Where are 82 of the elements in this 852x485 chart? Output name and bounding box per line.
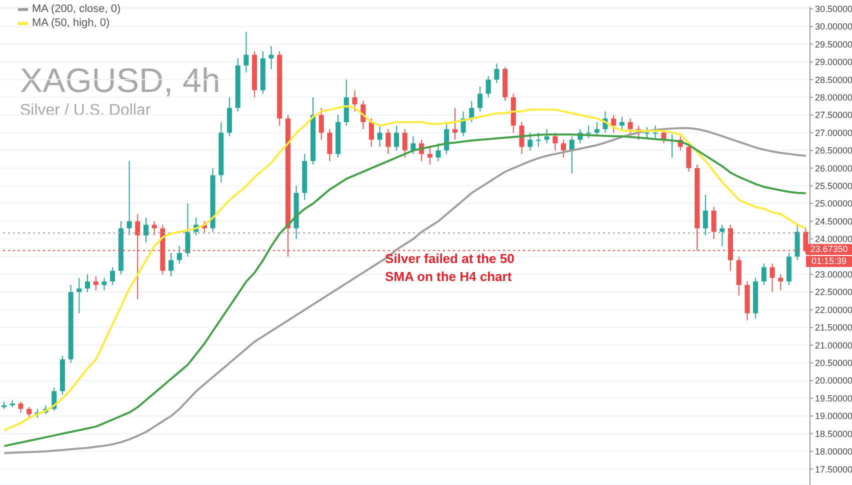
candlestick [644,126,650,139]
candlestick [377,125,382,148]
candlestick [560,139,566,158]
y-tick-label: 24.00000 [815,234,852,244]
text: 01:15:39 [806,256,852,268]
candlestick [110,266,116,286]
candlestick [76,277,82,314]
y-tick-label: 26.00000 [815,163,852,174]
candlestick [402,128,408,158]
y-tick-label: 22.50000 [815,287,852,298]
candlestick [85,274,90,293]
y-tick-label: 22.00000 [815,304,852,315]
candlestick [18,401,24,413]
y-tick-label: 21.50000 [815,322,852,333]
candlestick [594,122,600,137]
candlestick [152,220,157,236]
candlestick [327,128,332,162]
text: XAGUSD, 4h [20,62,220,100]
candlestick [611,114,616,134]
y-tick-label: 19.00000 [815,411,852,422]
y-tick-label: 23.00000 [815,270,852,280]
candlestick [318,107,324,140]
y-tick-label: 20.50000 [815,358,852,368]
y-tick-label: 29.50000 [815,39,852,50]
candlestick [486,76,491,98]
candlestick [761,263,766,286]
y-tick-label: 17.50000 [815,464,852,474]
y-tick-label: 30.50000 [815,4,852,14]
y-tick-label: 25.00000 [815,198,852,209]
candlestick [519,122,524,154]
candlestick [770,263,775,293]
candlestick [436,142,441,162]
candlestick [544,128,550,144]
candlestick [102,277,107,291]
y-tick-label: 20.00000 [815,376,852,386]
candlestick [477,86,482,112]
candlestick [452,107,458,140]
legend-label: MA (200, close, 0) [32,2,121,16]
candlestick [185,203,190,258]
candlestick [720,224,725,246]
candlestick [352,90,358,112]
y-tick-label: 28.50000 [815,74,852,85]
annotation: Silver failed at the 50 SMA on the H4 chart [385,250,516,286]
candlestick [702,194,708,236]
candlestick [386,128,391,154]
candlestick [444,122,450,154]
candlestick [528,132,533,151]
candlestick [552,132,558,151]
candlestick [93,276,98,291]
y-tick-label: 27.00000 [815,128,852,138]
candlestick [176,246,182,264]
y-tick-label: 19.50000 [815,393,852,404]
candlestick [652,125,658,139]
candlestick [711,206,716,240]
y-tick-label: 18.00000 [815,446,852,457]
candlestick [628,118,633,135]
y-tick-label: 24.50000 [815,216,852,226]
y-tick-label: 28.00000 [815,92,852,102]
candlestick [394,125,399,151]
candlestick [778,274,784,291]
candlestick [427,146,432,166]
legend-label: MA (50, high, 0) [32,16,110,30]
candlestick [143,217,148,243]
candlestick [244,31,249,74]
candlestick [268,45,274,70]
ref-line-label: 23.67350 [806,244,852,256]
y-tick-label: 18.50000 [815,428,852,439]
candlestick [26,406,32,418]
candlestick [168,252,174,277]
candlestick [586,125,592,139]
candlestick [469,100,474,123]
y-tick-label: 21.00000 [815,340,852,350]
candlestick [536,132,541,148]
candlestick [494,63,500,84]
y-tick-label: 26.50000 [815,146,852,156]
y-tick-label: 27.50000 [815,110,852,120]
candlestick [126,160,132,236]
y-tick-label: 25.50000 [815,181,852,191]
y-tick-label: 30.00000 [815,22,852,32]
y-tick-label: 29.00000 [815,57,852,68]
candlestick [619,116,624,130]
candlestick [368,118,374,148]
